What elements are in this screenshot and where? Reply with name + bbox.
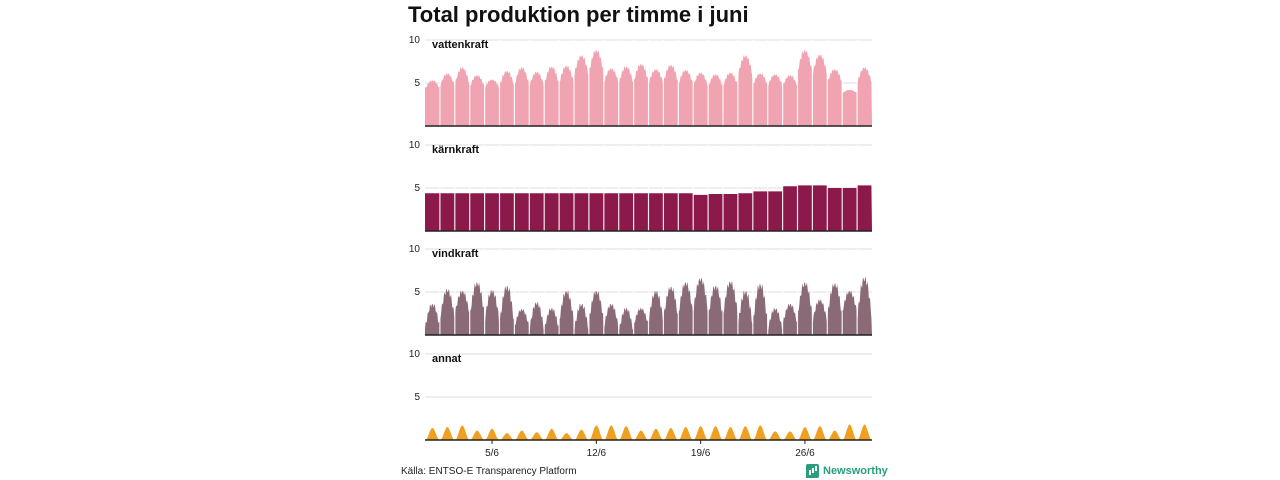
panel-label-vindkraft: vindkraft bbox=[432, 248, 479, 260]
x-tick-label: 19/6 bbox=[691, 448, 711, 459]
y-tick-label: 5 bbox=[414, 183, 420, 194]
y-tick-label: 10 bbox=[409, 140, 421, 151]
y-tick-label: 10 bbox=[409, 35, 421, 46]
panel-label-vattenkraft: vattenkraft bbox=[432, 39, 489, 51]
brand-name: Newsworthy bbox=[823, 465, 888, 477]
source-note: Källa: ENTSO-E Transparency Platform bbox=[401, 466, 577, 477]
y-tick-label: 5 bbox=[414, 287, 420, 298]
y-tick-label: 10 bbox=[409, 244, 421, 255]
panel-label-kärnkraft: kärnkraft bbox=[432, 144, 479, 156]
area-annat bbox=[425, 424, 872, 440]
panel-label-annat: annat bbox=[432, 353, 462, 365]
x-tick-label: 12/6 bbox=[587, 448, 607, 459]
x-tick-label: 5/6 bbox=[485, 448, 499, 459]
x-tick-label: 26/6 bbox=[795, 448, 815, 459]
newsworthy-icon bbox=[806, 464, 819, 478]
brand-logo: Newsworthy bbox=[806, 464, 888, 478]
y-tick-label: 5 bbox=[414, 78, 420, 89]
chart-title: Total produktion per timme i juni bbox=[408, 2, 749, 27]
y-tick-label: 5 bbox=[414, 392, 420, 403]
y-tick-label: 10 bbox=[409, 349, 421, 360]
area-vindkraft bbox=[425, 277, 872, 335]
